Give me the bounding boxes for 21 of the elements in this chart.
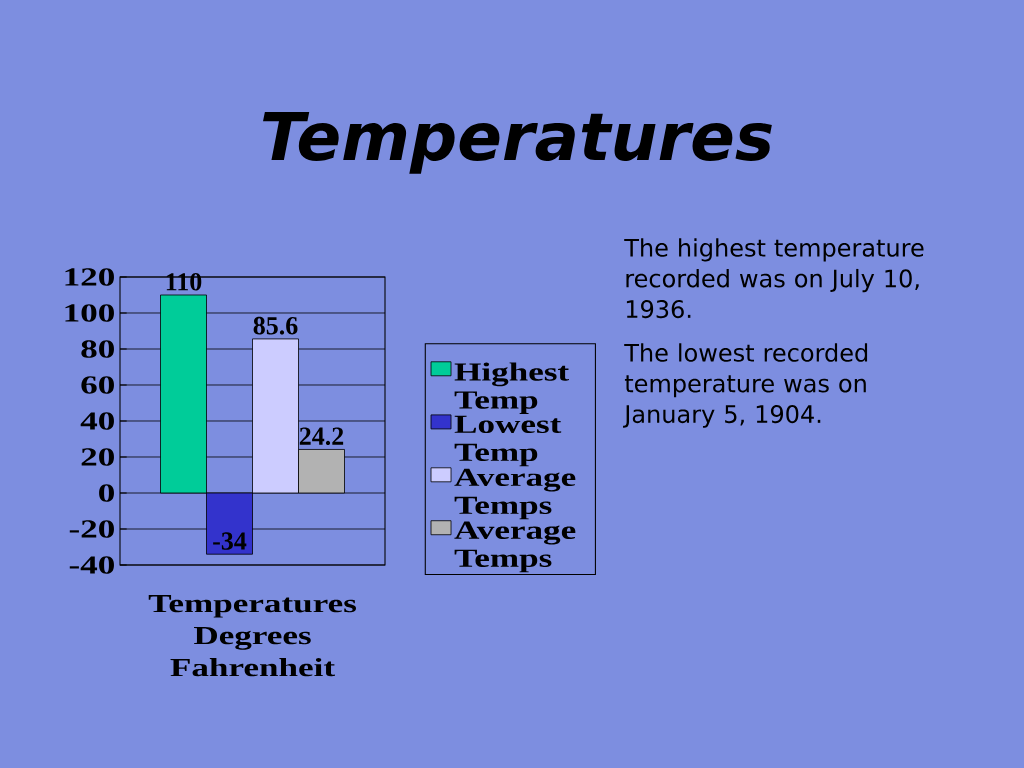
data-label: 24.2 <box>299 427 344 446</box>
text: The highest temperature recorded was on July 10, 1936. <box>624 238 924 319</box>
y-tick-label: -40 <box>69 556 114 574</box>
legend-label: Highest Temp <box>454 362 569 415</box>
y-tick-label: 40 <box>80 412 114 430</box>
legend-label: Lowest Temp <box>454 415 562 467</box>
y-tick-label: 80 <box>81 340 114 358</box>
y-tick-label: 0 <box>99 484 114 502</box>
legend-label: Average Temps <box>454 468 576 520</box>
data-label: 110 <box>166 273 202 291</box>
y-tick-label: 60 <box>81 376 114 394</box>
text: The lowest recorded temperature was on January 5, 1904. <box>623 343 868 428</box>
y-tick-label: 20 <box>81 448 114 466</box>
y-tick-label: 100 <box>65 304 114 322</box>
data-label: -34 <box>213 532 247 550</box>
legend-label: Average Temps <box>454 521 576 573</box>
data-label: 85.6 <box>253 316 298 335</box>
text: Temperatures <box>263 111 772 174</box>
x-tick-label: Temperatures Degrees Fahrenheit <box>148 595 356 677</box>
y-tick-label: -20 <box>69 520 114 538</box>
y-tick-label: 120 <box>65 268 114 286</box>
